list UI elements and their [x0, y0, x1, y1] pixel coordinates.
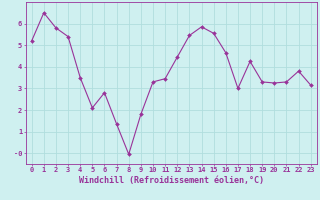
X-axis label: Windchill (Refroidissement éolien,°C): Windchill (Refroidissement éolien,°C) [79, 176, 264, 185]
